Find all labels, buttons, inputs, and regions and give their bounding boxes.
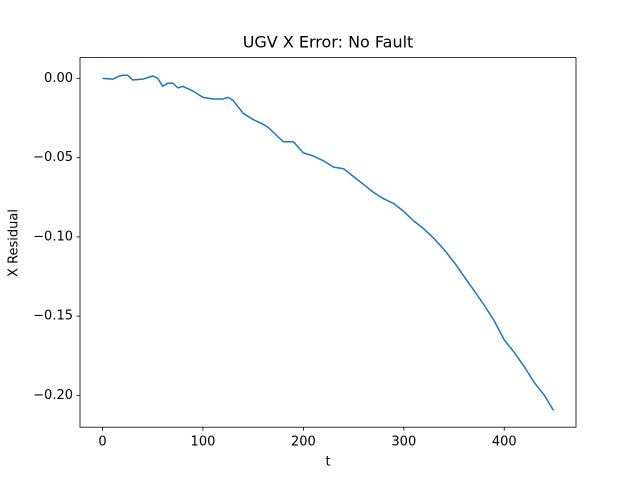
x-tick-label: 300 [391,435,416,450]
y-tick-label: −0.15 [33,309,73,324]
x-tick-label: 200 [291,435,316,450]
x-tick-label: 400 [492,435,517,450]
x-tick-label: 100 [191,435,216,450]
y-tick-label: −0.20 [33,388,73,403]
y-tick-label: −0.05 [33,150,73,165]
x-tick-label: 0 [98,435,106,450]
plot-frame [79,57,577,428]
y-axis-label: X Residual [7,209,22,277]
y-tick-label: 0.00 [44,71,73,86]
y-tick-label: −0.10 [33,229,73,244]
data-line [102,74,555,411]
chart-title: UGV X Error: No Fault [243,33,414,52]
x-axis-label: t [325,455,330,470]
